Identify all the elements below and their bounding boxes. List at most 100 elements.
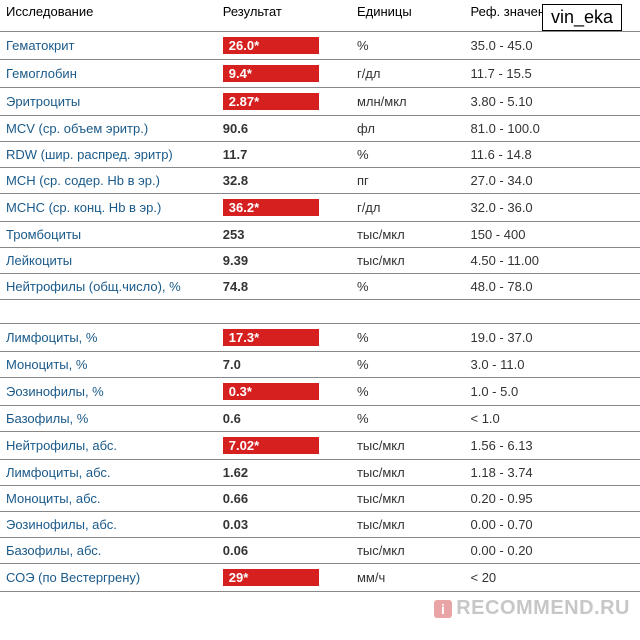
cell-reference-range: 3.80 - 5.10 (465, 88, 640, 116)
watermark-bottom-text: RECOMMEND.RU (456, 597, 630, 619)
abnormal-flag: 7.02* (223, 437, 319, 454)
cell-result: 32.8 (217, 168, 351, 194)
watermark-bottom: iRECOMMEND.RU (434, 597, 630, 620)
cell-unit: % (351, 324, 465, 352)
watermark-i-icon: i (434, 600, 452, 618)
cell-reference-range: 150 - 400 (465, 222, 640, 248)
cell-result: 7.0 (217, 352, 351, 378)
abnormal-flag: 9.4* (223, 65, 319, 82)
cell-reference-range: 1.0 - 5.0 (465, 378, 640, 406)
abnormal-flag: 26.0* (223, 37, 319, 54)
cell-unit: фл (351, 116, 465, 142)
cell-test-name: MCH (ср. содер. Hb в эр.) (0, 168, 217, 194)
table-row: Лейкоциты9.39тыс/мкл4.50 - 11.00 (0, 248, 640, 274)
cell-unit: г/дл (351, 60, 465, 88)
cell-result: 26.0* (217, 32, 351, 60)
cell-reference-range: 19.0 - 37.0 (465, 324, 640, 352)
table-row: Эозинофилы, абс.0.03тыс/мкл0.00 - 0.70 (0, 512, 640, 538)
cell-test-name: Эозинофилы, % (0, 378, 217, 406)
cell-reference-range: 11.7 - 15.5 (465, 60, 640, 88)
cell-unit: тыс/мкл (351, 512, 465, 538)
table-row: Нейтрофилы, абс. 7.02* тыс/мкл1.56 - 6.13 (0, 432, 640, 460)
table-row: Нейтрофилы (общ.число), %74.8%48.0 - 78.… (0, 274, 640, 300)
cell-test-name: Моноциты, абс. (0, 486, 217, 512)
cell-reference-range: < 20 (465, 564, 640, 592)
cell-unit: тыс/мкл (351, 486, 465, 512)
cell-test-name: Эритроциты (0, 88, 217, 116)
header-result: Результат (217, 0, 351, 32)
cell-result: 0.3* (217, 378, 351, 406)
table-row: Эритроциты2.87*млн/мкл3.80 - 5.10 (0, 88, 640, 116)
cell-result: 0.6 (217, 406, 351, 432)
abnormal-flag: 17.3* (223, 329, 319, 346)
header-name: Исследование (0, 0, 217, 32)
cell-reference-range: 4.50 - 11.00 (465, 248, 640, 274)
cell-result: 1.62 (217, 460, 351, 486)
cell-result: 9.4* (217, 60, 351, 88)
table-row: Базофилы, %0.6%< 1.0 (0, 406, 640, 432)
cell-result: 17.3* (217, 324, 351, 352)
cell-unit: % (351, 32, 465, 60)
cell-test-name: Нейтрофилы, абс. (0, 432, 217, 460)
table-row: MCV (ср. объем эритр.)90.6фл81.0 - 100.0 (0, 116, 640, 142)
cell-result: 0.06 (217, 538, 351, 564)
lab-results-table: Исследование Результат Единицы Реф. знач… (0, 0, 640, 592)
cell-result: 74.8 (217, 274, 351, 300)
cell-result: 29* (217, 564, 351, 592)
table-row: MCHC (ср. конц. Hb в эр.)36.2*г/дл32.0 -… (0, 194, 640, 222)
abnormal-flag: 36.2* (223, 199, 319, 216)
cell-reference-range: 11.6 - 14.8 (465, 142, 640, 168)
cell-test-name: RDW (шир. распред. эритр) (0, 142, 217, 168)
table-row: Тромбоциты253тыс/мкл150 - 400 (0, 222, 640, 248)
cell-result: 90.6 (217, 116, 351, 142)
cell-reference-range: 48.0 - 78.0 (465, 274, 640, 300)
cell-unit: г/дл (351, 194, 465, 222)
cell-reference-range: < 1.0 (465, 406, 640, 432)
cell-unit: тыс/мкл (351, 248, 465, 274)
cell-test-name: Базофилы, % (0, 406, 217, 432)
cell-test-name: Тромбоциты (0, 222, 217, 248)
cell-test-name: MCHC (ср. конц. Hb в эр.) (0, 194, 217, 222)
cell-reference-range: 27.0 - 34.0 (465, 168, 640, 194)
table-row: MCH (ср. содер. Hb в эр.)32.8пг27.0 - 34… (0, 168, 640, 194)
cell-reference-range: 1.56 - 6.13 (465, 432, 640, 460)
cell-unit: пг (351, 168, 465, 194)
cell-test-name: СОЭ (по Вестергрену) (0, 564, 217, 592)
cell-result: 0.03 (217, 512, 351, 538)
cell-result: 253 (217, 222, 351, 248)
cell-test-name: Гемоглобин (0, 60, 217, 88)
table-row: Лимфоциты, % 17.3*%19.0 - 37.0 (0, 324, 640, 352)
abnormal-flag: 0.3* (223, 383, 319, 400)
cell-unit: % (351, 142, 465, 168)
cell-unit: млн/мкл (351, 88, 465, 116)
table-row: Моноциты, абс.0.66тыс/мкл0.20 - 0.95 (0, 486, 640, 512)
cell-unit: тыс/мкл (351, 460, 465, 486)
cell-unit: % (351, 406, 465, 432)
abnormal-flag: 29* (223, 569, 319, 586)
table-row: Базофилы, абс.0.06тыс/мкл0.00 - 0.20 (0, 538, 640, 564)
cell-unit: тыс/мкл (351, 222, 465, 248)
cell-unit: тыс/мкл (351, 432, 465, 460)
cell-test-name: Лимфоциты, % (0, 324, 217, 352)
cell-result: 7.02* (217, 432, 351, 460)
cell-reference-range: 0.00 - 0.20 (465, 538, 640, 564)
cell-result: 2.87* (217, 88, 351, 116)
cell-unit: мм/ч (351, 564, 465, 592)
cell-reference-range: 35.0 - 45.0 (465, 32, 640, 60)
spacer-row (0, 300, 640, 324)
table-row: Лимфоциты, абс.1.62тыс/мкл1.18 - 3.74 (0, 460, 640, 486)
cell-reference-range: 0.20 - 0.95 (465, 486, 640, 512)
cell-reference-range: 3.0 - 11.0 (465, 352, 640, 378)
cell-reference-range: 81.0 - 100.0 (465, 116, 640, 142)
cell-unit: % (351, 274, 465, 300)
header-unit: Единицы (351, 0, 465, 32)
cell-unit: % (351, 352, 465, 378)
cell-test-name: Лимфоциты, абс. (0, 460, 217, 486)
watermark-top: vin_eka (542, 4, 622, 31)
cell-unit: % (351, 378, 465, 406)
cell-test-name: MCV (ср. объем эритр.) (0, 116, 217, 142)
cell-test-name: Базофилы, абс. (0, 538, 217, 564)
cell-result: 36.2* (217, 194, 351, 222)
cell-unit: тыс/мкл (351, 538, 465, 564)
cell-reference-range: 1.18 - 3.74 (465, 460, 640, 486)
